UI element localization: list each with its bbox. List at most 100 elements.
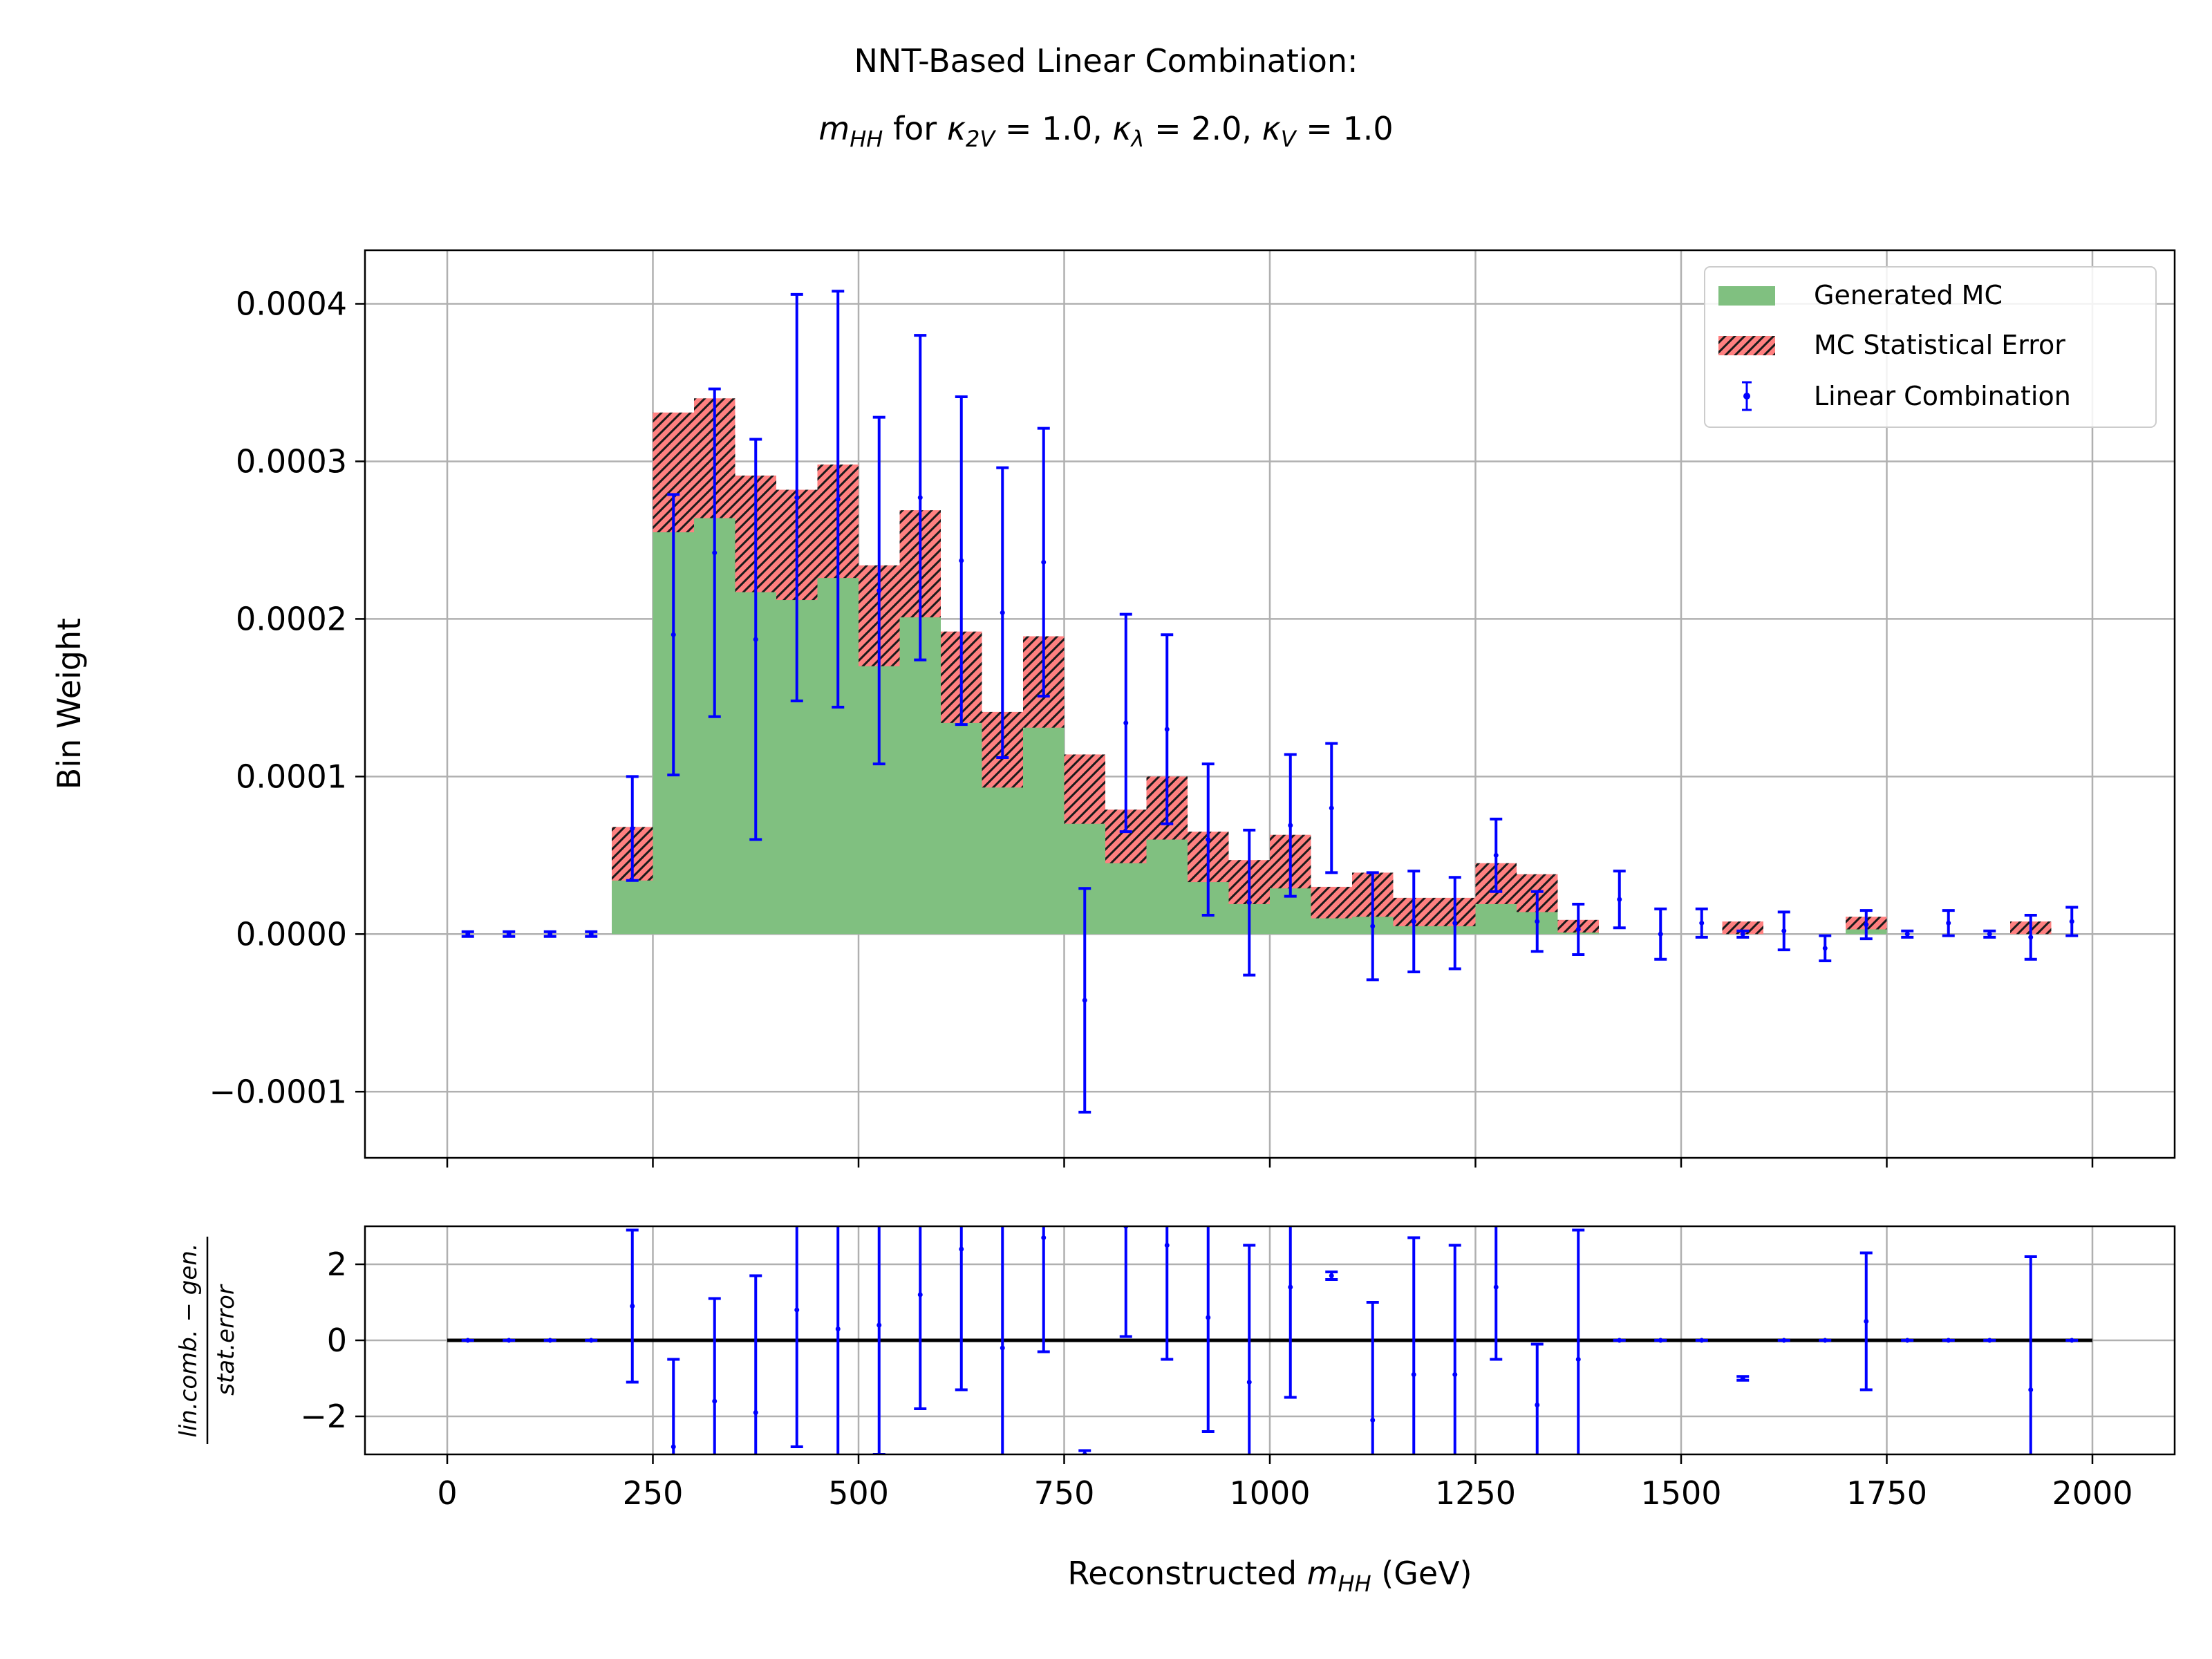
lin-comb-marker <box>506 931 512 937</box>
lin-comb-marker <box>1041 559 1047 565</box>
lin-comb-marker <box>1123 720 1129 726</box>
ratio-point <box>1325 1271 1338 1281</box>
lin-comb-marker <box>1411 919 1416 924</box>
lin-comb-marker <box>1987 931 1992 937</box>
ratio-marker <box>1493 1284 1499 1290</box>
linear-combination-point <box>996 466 1009 760</box>
ratio-marker <box>1164 1243 1170 1248</box>
lin-comb-marker <box>1288 823 1293 828</box>
legend-frame <box>1704 266 2157 428</box>
ratio-point <box>1161 1226 1174 1361</box>
main-y-ticks: −0.0001 0.0000 0.0001 0.0002 0.0003 0.0004 <box>209 285 365 1110</box>
linear-combination-point <box>461 930 474 938</box>
ratio-marker <box>1246 1380 1252 1385</box>
ratio-point <box>708 1297 721 1454</box>
lin-comb-marker <box>1206 837 1211 843</box>
main-y-tick-label: 0.0004 <box>236 285 347 323</box>
lin-comb-marker <box>1904 931 1910 937</box>
ratio-marker <box>2028 1387 2034 1392</box>
lin-comb-marker <box>2069 919 2074 924</box>
linear-combination-point <box>2024 913 2037 961</box>
ratio-x-tick-label: 250 <box>623 1474 684 1512</box>
ratio-marker <box>794 1307 800 1313</box>
ratio-y-label-denominator: stat.error <box>212 1284 240 1396</box>
linear-combination-point <box>1613 870 1626 930</box>
linear-combination-point <box>790 292 803 702</box>
ratio-x-tick-label: 2000 <box>2052 1474 2133 1512</box>
ratio-point <box>585 1338 598 1343</box>
x-axis-label: Reconstructed mHH​ (GeV) <box>1067 1555 1472 1597</box>
linear-combination-point <box>1366 871 1379 982</box>
linear-combination-point <box>1243 828 1256 977</box>
ratio-point <box>626 1228 639 1384</box>
ratio-point <box>1819 1338 1832 1343</box>
lin-comb-marker <box>1781 928 1787 934</box>
main-y-axis-label: Bin Weight <box>50 618 88 789</box>
mc-error-band <box>1722 921 1763 935</box>
ratio-point <box>503 1338 516 1343</box>
ratio-marker <box>959 1246 964 1252</box>
linear-combination-point <box>1654 907 1667 961</box>
ratio-point <box>1000 1226 1005 1454</box>
mc-error-band <box>1311 886 1352 919</box>
ratio-marker <box>917 1292 923 1297</box>
ratio-point <box>1777 1338 1790 1343</box>
linear-combination-point <box>1777 910 1790 952</box>
lin-comb-marker <box>1864 922 1869 928</box>
ratio-x-ticks: 0 250 500 750 1000 1250 1500 1750 2000 <box>437 1454 2133 1512</box>
ratio-x-tick-label: 1750 <box>1846 1474 1927 1512</box>
ratio-marker <box>712 1398 718 1404</box>
linear-combination-point <box>1078 887 1091 1114</box>
ratio-marker <box>1411 1372 1416 1377</box>
ratio-marker <box>1288 1284 1293 1290</box>
main-y-tick-label: 0.0001 <box>236 758 347 795</box>
ratio-y-ticks: −2 0 2 <box>300 1246 365 1435</box>
ratio-marker <box>2069 1338 2074 1343</box>
legend-marker-linear-combination <box>1742 381 1752 411</box>
linear-combination-point <box>955 395 968 727</box>
ratio-marker <box>588 1338 594 1343</box>
ratio-marker <box>1370 1418 1376 1423</box>
ratio-panel: −2 0 2 0 250 500 750 1000 1250 1500 1750 2000 Reco… <box>175 1225 2176 1597</box>
ratio-marker <box>506 1338 512 1343</box>
ratio-y-tick-label: −2 <box>300 1398 347 1435</box>
lin-comb-marker <box>1370 924 1376 929</box>
linear-combination-point <box>1942 909 1955 937</box>
lin-comb-marker <box>959 558 964 563</box>
linear-combination-point <box>1736 929 1750 939</box>
lin-comb-marker <box>1329 805 1334 811</box>
lin-comb-marker <box>1699 920 1705 926</box>
lin-comb-marker <box>1658 931 1663 937</box>
ratio-point <box>1942 1338 1955 1343</box>
linear-combination-point <box>1161 633 1174 825</box>
linear-combination-point <box>1859 909 1873 941</box>
ratio-marker <box>465 1338 471 1343</box>
ratio-marker <box>1987 1338 1992 1343</box>
ratio-y-label-numerator: lin.comb. − gen. <box>175 1243 203 1437</box>
linear-combination-point <box>872 415 885 766</box>
linear-combination-point <box>1490 817 1503 893</box>
ratio-point <box>1201 1226 1215 1433</box>
linear-combination-point <box>1530 890 1544 953</box>
ratio-point <box>1859 1251 1873 1391</box>
ratio-marker <box>1206 1315 1211 1320</box>
lin-comb-marker <box>1000 610 1005 615</box>
ratio-point <box>1448 1244 1461 1454</box>
linear-combination-point <box>503 930 516 938</box>
lin-comb-marker <box>465 931 471 937</box>
linear-combination-point <box>1407 870 1421 974</box>
lin-comb-marker <box>1082 997 1087 1003</box>
lin-comb-marker <box>753 637 758 642</box>
ratio-point <box>1037 1226 1050 1353</box>
legend: Generated MC MC Statistical Error Linear… <box>1704 266 2157 428</box>
linear-combination-point <box>1901 929 1914 939</box>
lin-comb-marker <box>547 931 553 937</box>
ratio-point <box>1284 1226 1297 1399</box>
ratio-point <box>1366 1301 1379 1454</box>
ratio-x-tick-label: 1000 <box>1229 1474 1310 1512</box>
chart-title-line2: mHH​ for κ2V​ = 1.0, κλ​ = 2.0, κV​ = 1.… <box>818 110 1393 152</box>
legend-label-linear-combination: Linear Combination <box>1814 381 2071 411</box>
ratio-point <box>1407 1236 1421 1454</box>
ratio-x-tick-label: 1250 <box>1435 1474 1516 1512</box>
ratio-marker <box>753 1410 758 1415</box>
